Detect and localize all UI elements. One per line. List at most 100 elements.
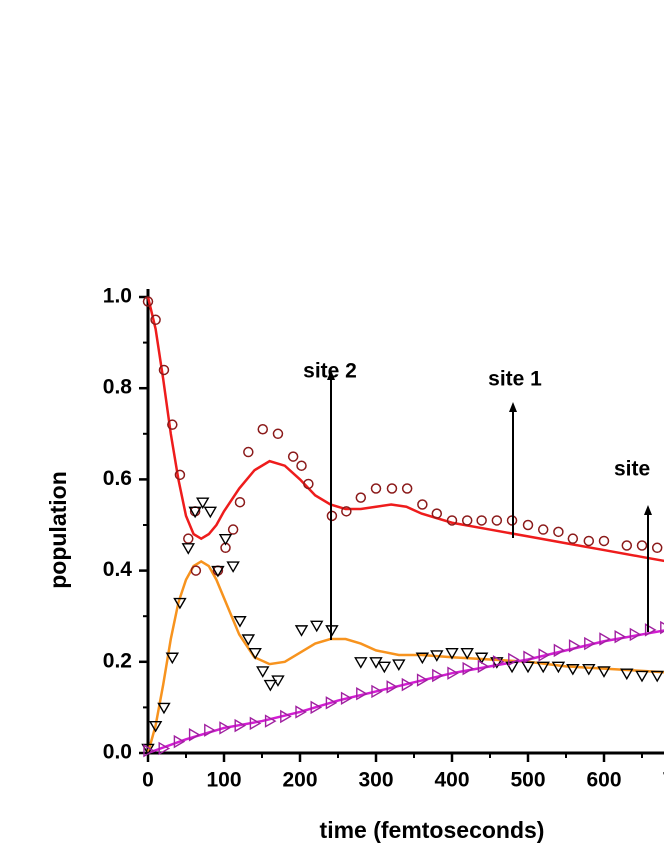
data-point bbox=[241, 634, 256, 646]
data-point bbox=[173, 734, 186, 749]
data-point bbox=[341, 506, 352, 517]
data-point bbox=[401, 677, 414, 692]
data-point bbox=[203, 506, 218, 519]
data-point bbox=[551, 661, 566, 674]
data-point bbox=[150, 314, 161, 326]
data-point bbox=[650, 670, 664, 683]
data-point bbox=[249, 716, 262, 731]
y-axis-title: population bbox=[45, 471, 71, 589]
data-point bbox=[521, 661, 535, 674]
data-point bbox=[174, 469, 186, 481]
data-point bbox=[508, 652, 520, 667]
data-point bbox=[416, 673, 429, 687]
data-point bbox=[356, 687, 368, 701]
data-point bbox=[536, 661, 550, 674]
data-point bbox=[523, 650, 535, 664]
data-point bbox=[248, 647, 262, 660]
data-point bbox=[204, 723, 216, 737]
data-point bbox=[256, 666, 270, 678]
data-point bbox=[568, 639, 581, 653]
data-point bbox=[234, 496, 246, 508]
data-point bbox=[287, 451, 299, 462]
data-point bbox=[582, 663, 596, 676]
data-point bbox=[271, 675, 285, 687]
data-point bbox=[392, 659, 406, 671]
data-point bbox=[401, 483, 413, 494]
data-point bbox=[432, 668, 444, 683]
data-point bbox=[264, 714, 277, 728]
data-point bbox=[492, 655, 505, 669]
data-point bbox=[430, 650, 444, 662]
data-point bbox=[181, 543, 195, 555]
data-point bbox=[447, 666, 459, 680]
data-point bbox=[340, 691, 353, 705]
data-point bbox=[272, 428, 284, 440]
data-point bbox=[377, 661, 392, 674]
data-point bbox=[386, 483, 398, 494]
data-point bbox=[599, 632, 611, 646]
data-point bbox=[219, 721, 231, 735]
data-point bbox=[644, 623, 657, 637]
y-tick-label: 0.2 bbox=[103, 649, 132, 672]
data-point bbox=[431, 508, 443, 519]
annotation: site bbox=[614, 458, 650, 481]
data-point bbox=[142, 296, 154, 307]
data-point bbox=[211, 565, 225, 578]
data-point bbox=[474, 652, 489, 665]
y-tick-label: 1.0 bbox=[103, 285, 132, 308]
data-point bbox=[583, 535, 595, 547]
data-point bbox=[461, 515, 473, 526]
y-tick-label: 0.6 bbox=[103, 467, 132, 490]
annotation-arrowhead bbox=[509, 402, 517, 412]
data-point bbox=[445, 647, 459, 660]
data-point bbox=[158, 741, 171, 756]
data-point bbox=[188, 728, 201, 742]
data-point bbox=[190, 565, 202, 576]
x-tick-label: 500 bbox=[510, 769, 545, 792]
data-point bbox=[417, 499, 428, 510]
data-point bbox=[280, 709, 292, 724]
data-point bbox=[148, 720, 163, 733]
annotation-arrowhead bbox=[644, 505, 652, 515]
data-point bbox=[296, 460, 307, 471]
data-point bbox=[295, 705, 307, 719]
data-point bbox=[167, 419, 178, 430]
data-point bbox=[553, 526, 564, 538]
fit-line bbox=[146, 296, 664, 563]
data-point bbox=[165, 652, 180, 665]
data-point bbox=[354, 657, 368, 669]
fit-line bbox=[146, 560, 664, 754]
data-point bbox=[227, 524, 239, 535]
data-point bbox=[598, 535, 610, 547]
data-point bbox=[491, 515, 503, 526]
data-point bbox=[263, 679, 278, 692]
data-point bbox=[460, 647, 474, 660]
data-point bbox=[462, 661, 475, 676]
data-point bbox=[386, 680, 399, 694]
data-point bbox=[538, 648, 551, 662]
data-point bbox=[196, 497, 210, 510]
data-point bbox=[415, 652, 430, 665]
data-point bbox=[157, 702, 171, 715]
data-point bbox=[325, 696, 338, 710]
data-point bbox=[660, 620, 664, 635]
data-point bbox=[294, 625, 309, 637]
data-point bbox=[310, 620, 324, 633]
data-point bbox=[566, 663, 580, 676]
x-tick-label: 200 bbox=[282, 769, 317, 792]
annotation-arrowhead bbox=[327, 370, 335, 380]
y-tick-label: 0.8 bbox=[103, 376, 133, 399]
data-point bbox=[183, 533, 194, 544]
y-tick-label: 0.4 bbox=[103, 558, 133, 581]
data-point bbox=[597, 666, 611, 678]
data-point bbox=[651, 542, 663, 554]
annotation: site 1 bbox=[488, 368, 542, 391]
data-point bbox=[614, 630, 627, 644]
data-point bbox=[621, 540, 633, 551]
x-axis-title: time (femtoseconds) bbox=[320, 817, 545, 843]
data-point bbox=[537, 524, 549, 535]
data-point bbox=[158, 364, 170, 376]
data-point bbox=[303, 478, 314, 490]
